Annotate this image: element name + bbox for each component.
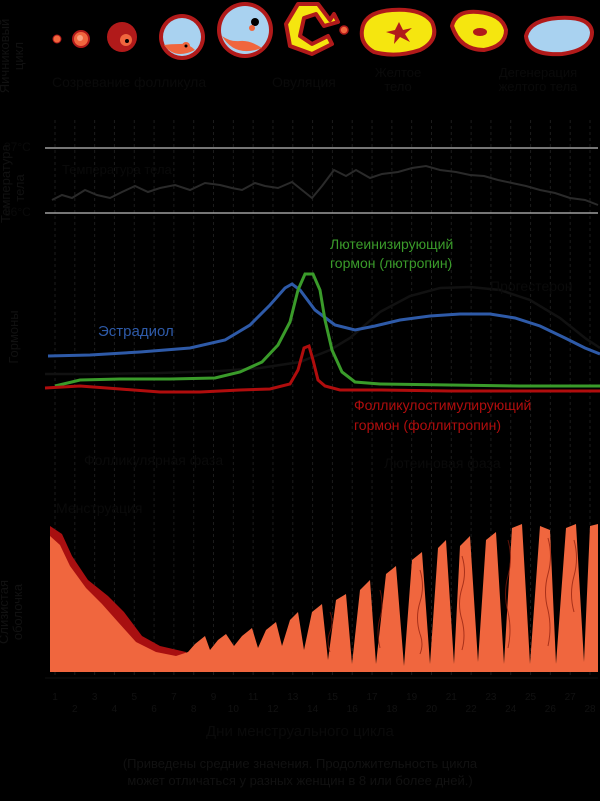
ovary-row-label: Яичниковый цикл (0, 18, 26, 94)
day-tick-label: 26 (545, 704, 557, 715)
corpus-albicans-icon (523, 15, 595, 57)
day-tick-label: 14 (307, 704, 319, 715)
hormone-panel (44, 272, 600, 394)
endometrium-row-label: Слизистая оболочка (0, 579, 25, 645)
day-tick-label: 3 (92, 692, 98, 703)
day-tick-label: 5 (131, 692, 137, 703)
stage-label-ovulation: Овуляция (272, 74, 336, 90)
day-tick-label: 22 (466, 704, 478, 715)
day-tick-labels: 1234567891011121314151617181920212223242… (52, 692, 596, 715)
day-tick-label: 27 (565, 692, 577, 703)
hormones-row-label: Гормоны (6, 310, 21, 364)
follicle-icon-3 (107, 22, 137, 52)
stage-label-degeneration: Дегенерация желтого тела (498, 65, 578, 94)
day-tick-label: 1 (52, 692, 58, 703)
footnote-line-2: может отличаться у разных женщин в 8 или… (127, 773, 473, 788)
day-tick-label: 21 (446, 692, 458, 703)
day-tick-label: 24 (505, 704, 517, 715)
follicle-icon-4 (159, 14, 205, 60)
temperature-curve-label: Температура тела (62, 162, 172, 177)
luteal-phase-label: Лютеиновая фаза (384, 455, 501, 471)
corpus-luteum-icon (359, 7, 437, 57)
fsh-curve (44, 343, 600, 394)
day-tick-label: 6 (151, 704, 157, 715)
follicle-icon-5 (217, 2, 273, 58)
progesterone-curve (45, 285, 600, 376)
temp-mark-36: 36°C (4, 205, 31, 219)
day-tick-label: 2 (72, 704, 78, 715)
day-tick-label: 28 (584, 704, 596, 715)
day-tick-label: 8 (191, 704, 197, 715)
follicle-icon-2 (72, 30, 90, 48)
follicle-icon-1 (52, 34, 62, 44)
day-tick-label: 10 (228, 704, 240, 715)
x-axis-title: Дни менструального цикла (206, 723, 394, 740)
stage-label-corpus-luteum: Желтое тело (374, 65, 422, 94)
estradiol-label: Эстрадиол (98, 323, 174, 340)
temperature-curve (51, 164, 599, 206)
day-tick-label: 11 (248, 692, 259, 703)
endometrium-panel (50, 524, 598, 672)
fsh-label-line2: гормон (фоллитропин) (354, 417, 501, 433)
footnote-line-1: (Приведены средние значения. Продолжител… (122, 756, 478, 771)
menstruation-label: Менструация (56, 500, 143, 516)
day-tick-label: 25 (525, 692, 537, 703)
ovary-stage-icons (52, 2, 595, 60)
day-tick-label: 16 (347, 704, 359, 715)
fsh-label-line1: Фолликулостимулирующий (354, 397, 532, 413)
estradiol-curve (47, 282, 600, 358)
lh-curve (54, 272, 600, 388)
day-tick-label: 18 (386, 704, 398, 715)
endometrium-layer (50, 524, 598, 672)
day-tick-label: 13 (287, 692, 299, 703)
day-tick-label: 7 (171, 692, 177, 703)
stage-label-maturation: Созревание фолликула (52, 74, 207, 90)
ovulation-icon (284, 2, 349, 56)
day-tick-label: 12 (267, 704, 279, 715)
day-tick-label: 15 (327, 692, 339, 703)
day-tick-label: 19 (406, 692, 418, 703)
day-tick-label: 20 (426, 704, 438, 715)
day-tick-label: 9 (211, 692, 217, 703)
temperature-panel (45, 147, 599, 214)
lh-label-line1: Лютеинизирующий (330, 236, 454, 252)
lh-label-line2: гормон (лютропин) (330, 255, 453, 271)
temp-mark-37: 37°C (4, 140, 31, 154)
day-tick-label: 17 (366, 692, 378, 703)
corpus-luteum-regress-icon (449, 9, 509, 53)
day-tick-label: 4 (112, 704, 118, 715)
progesterone-label: Прогестерон (490, 278, 573, 294)
day-tick-label: 23 (485, 692, 497, 703)
follicular-phase-label: Фолликулярная фаза (84, 452, 224, 468)
endometrium-glands (327, 537, 577, 655)
